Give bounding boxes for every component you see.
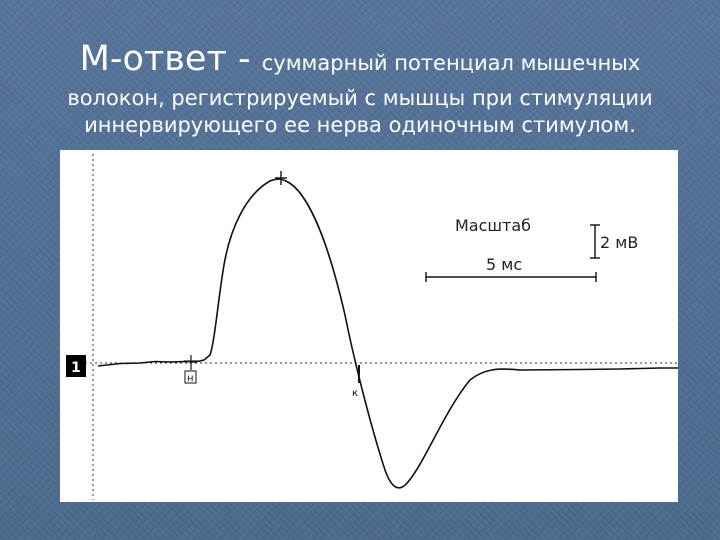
scale-title: Масштаб (455, 216, 531, 235)
title-line-3: иннервирующего ее нерва одиночным стимул… (84, 113, 636, 138)
m-response-trace (97, 178, 678, 489)
onset-marker-box (184, 370, 197, 384)
title-line-2: волокон, регистрируемый с мышцы при стим… (67, 86, 653, 110)
channel-label: 1 (71, 360, 81, 376)
time-scale-label: 5 мс (486, 255, 522, 274)
title-main: М-ответ - (79, 39, 262, 79)
title-rest: суммарный потенциал мышечных (261, 51, 641, 75)
slide-title: М-ответ - суммарный потенциал мышечных в… (0, 38, 720, 138)
m-response-svg: 1 н к Масштаб 2 мВ 5 мс (66, 154, 678, 500)
channel-label-box (66, 355, 86, 377)
title-line-1: М-ответ - суммарный потенциал мышечных (0, 38, 720, 80)
amplitude-scale-label: 2 мВ (600, 233, 638, 252)
m-response-figure: 1 н к Масштаб 2 мВ 5 мс (60, 150, 678, 502)
end-marker-label: к (352, 388, 358, 399)
onset-marker-label: н (187, 373, 194, 384)
